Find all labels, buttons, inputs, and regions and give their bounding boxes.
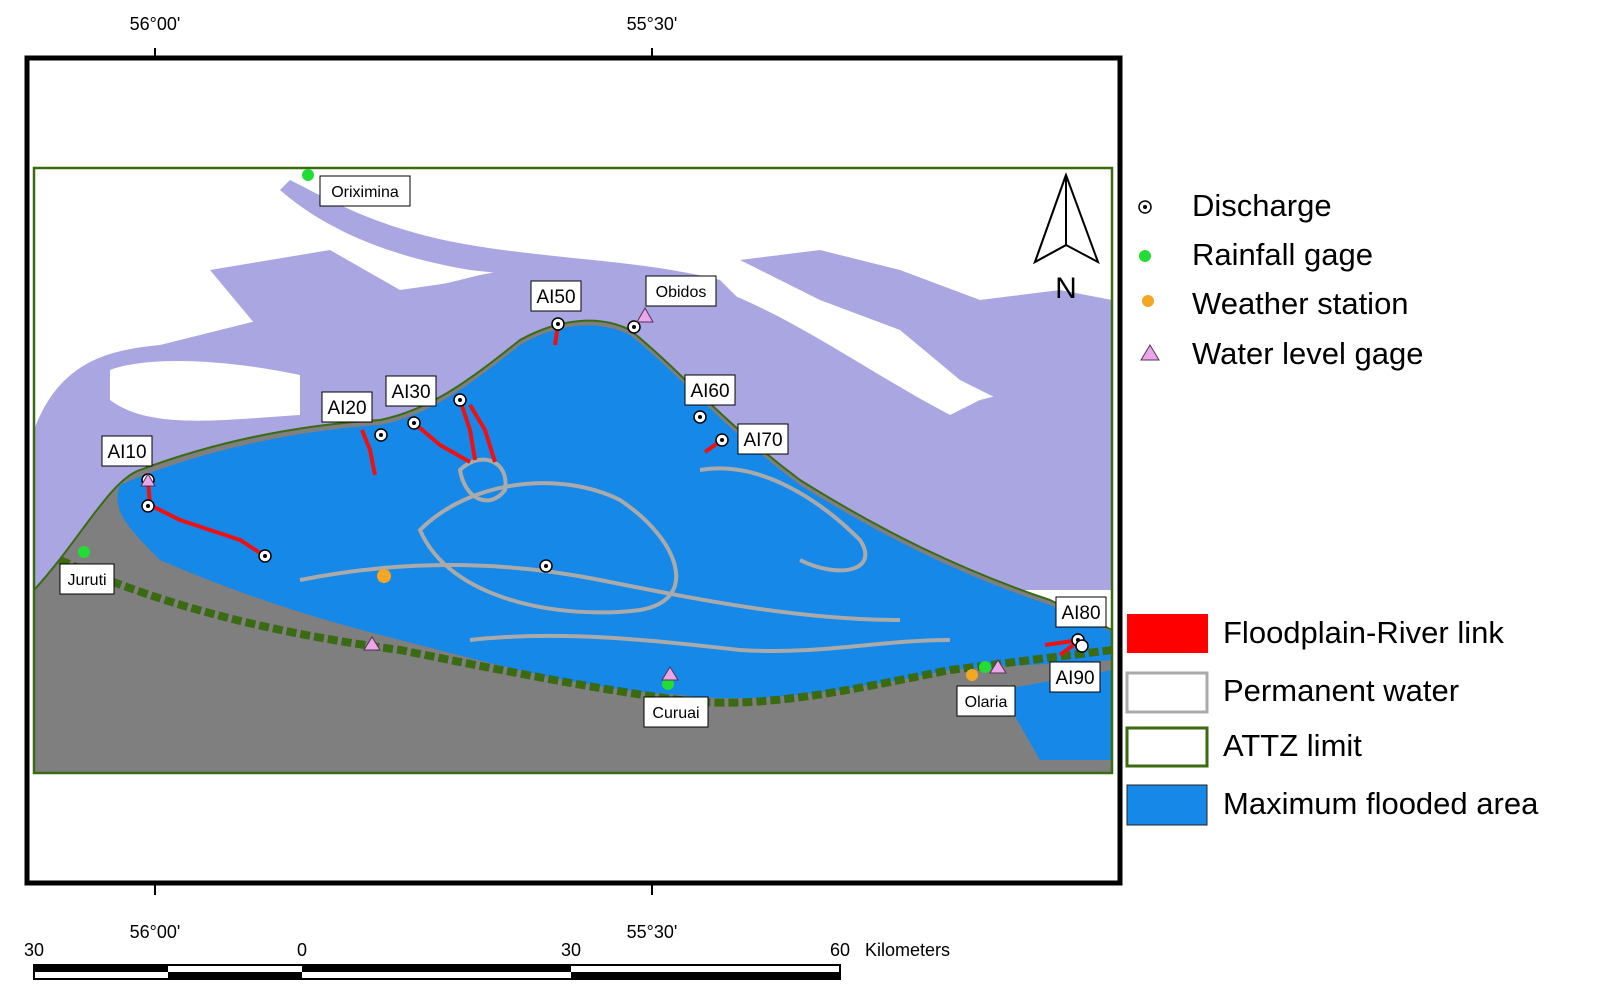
scale-tick-30: 30 <box>561 940 581 960</box>
label-ai60: AI60 <box>690 381 729 402</box>
water-level-gage-icon <box>636 306 654 323</box>
maximum-flooded-area <box>117 325 1113 699</box>
rainfall-gage-icon <box>1139 250 1151 262</box>
legend-rainfall: Rainfall gage <box>1192 237 1373 272</box>
label-ai20: AI20 <box>327 398 366 419</box>
scale-tick-60: 60 <box>830 940 850 960</box>
north-arrow-icon: N <box>1033 172 1100 305</box>
scale-tick-30-left: 30 <box>24 940 44 960</box>
label-curuai: Curuai <box>652 705 699 722</box>
legend-discharge: Discharge <box>1192 188 1332 223</box>
attz-limit <box>32 166 1114 775</box>
legend-areas: Floodplain-River link Permanent water AT… <box>1125 614 1539 826</box>
legend-link: Floodplain-River link <box>1223 615 1504 650</box>
graticule-bottom-56-00: 56°00' <box>130 922 181 942</box>
legend-weather: Weather station <box>1192 286 1409 321</box>
label-ai50: AI50 <box>536 287 575 308</box>
link-ai20 <box>360 429 377 476</box>
permanent-water-outline <box>417 481 679 615</box>
link-ai30 <box>412 421 471 464</box>
rainfall-gage-icon <box>302 169 314 181</box>
weather-station-icon <box>1142 295 1154 307</box>
label-olaria: Olaria <box>965 694 1008 711</box>
map-content: Oriximina Obidos Juruti Curuai Olaria AI… <box>32 166 1114 775</box>
label-ai30: AI30 <box>391 382 430 403</box>
label-ai80: AI80 <box>1061 603 1100 624</box>
scale-bar: 30 0 30 60 Kilometers <box>24 940 950 980</box>
legend-points: Discharge Rainfall gage Weather station … <box>1138 188 1423 371</box>
legend-permanent-water: Permanent water <box>1223 673 1459 708</box>
swatch-permanent-water <box>1125 671 1209 714</box>
swatch-link <box>1127 614 1208 653</box>
scale-unit: Kilometers <box>865 940 950 960</box>
label-oriximina: Oriximina <box>331 184 399 201</box>
label-ai10: AI10 <box>107 442 146 463</box>
label-obidos: Obidos <box>656 284 707 301</box>
scale-tick-0: 0 <box>297 940 307 960</box>
swatch-flooded <box>1126 784 1208 826</box>
graticule-top-56-00: 56°00' <box>130 14 181 34</box>
label-juruti: Juruti <box>67 572 106 589</box>
graticule-bottom-55-30: 55°30' <box>627 922 678 942</box>
weather-station-icon <box>377 569 391 583</box>
water-level-gage-icon <box>1140 344 1160 361</box>
swatch-attz <box>1125 726 1209 768</box>
legend-water-level: Water level gage <box>1192 336 1423 371</box>
legend-flooded: Maximum flooded area <box>1223 786 1539 821</box>
graticule-top-55-30: 55°30' <box>627 14 678 34</box>
label-ai90: AI90 <box>1055 668 1094 689</box>
legend-attz: ATTZ limit <box>1223 728 1362 763</box>
north-label: N <box>1055 272 1077 305</box>
label-ai70: AI70 <box>743 430 782 451</box>
